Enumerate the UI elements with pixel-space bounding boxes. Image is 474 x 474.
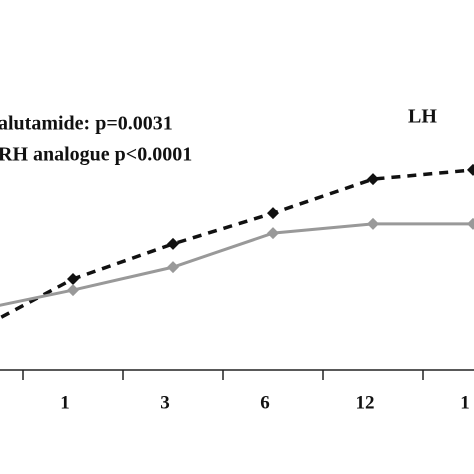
series-line — [0, 222, 473, 307]
x-tick-label: 3 — [160, 392, 170, 413]
data-point — [367, 173, 379, 186]
data-point — [467, 163, 474, 176]
data-point — [67, 273, 79, 286]
data-point — [267, 227, 279, 240]
data-point — [267, 207, 279, 220]
series-line — [0, 168, 474, 320]
x-tick-label: 12 — [356, 392, 375, 413]
data-point — [67, 284, 79, 297]
annotation: LH — [408, 106, 437, 128]
data-point — [167, 261, 179, 274]
data-point — [467, 217, 474, 230]
x-tick-label: 1 — [60, 392, 70, 413]
data-point — [167, 237, 179, 250]
annotation: alutamide: p=0.0031 — [0, 113, 173, 135]
x-tick-label: 1 — [460, 392, 470, 413]
x-tick-label: 6 — [260, 392, 270, 413]
annotation: RH analogue p<0.0001 — [0, 144, 192, 166]
data-point — [367, 217, 379, 230]
